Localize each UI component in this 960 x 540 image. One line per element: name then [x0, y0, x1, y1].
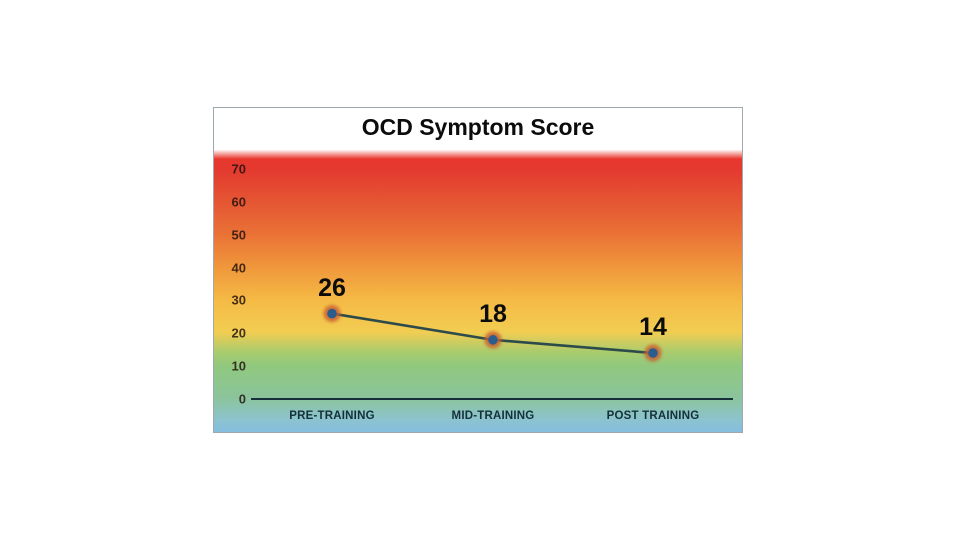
line-chart-svg — [251, 305, 733, 400]
y-tick-label: 60 — [231, 194, 246, 210]
chart-title-band: OCD Symptom Score — [214, 108, 742, 146]
y-tick-label: 50 — [231, 227, 246, 243]
data-point-marker — [648, 348, 658, 358]
y-tick-label: 70 — [231, 161, 246, 177]
plot-area: 70 60 50 40 30 20 10 0 26 18 14 PRE-TRAINING MID-T… — [214, 146, 742, 432]
chart-card: OCD Symptom Score 70 60 50 40 30 20 10 0 26 18 14… — [213, 107, 743, 433]
chart-title: OCD Symptom Score — [361, 113, 595, 140]
y-tick-label: 40 — [231, 260, 246, 276]
y-tick-label: 10 — [231, 358, 246, 374]
data-point-label: 18 — [479, 299, 507, 328]
y-tick-label: 0 — [238, 391, 246, 407]
y-tick-label: 30 — [231, 292, 246, 308]
data-point-label: 14 — [639, 313, 667, 341]
x-category-label: PRE-TRAINING — [289, 410, 375, 422]
data-point-label: 26 — [318, 273, 346, 302]
y-tick-label: 20 — [231, 325, 246, 341]
data-point-marker — [488, 335, 498, 345]
x-category-label: MID-TRAINING — [451, 410, 535, 422]
x-category-label: POST TRAINING — [606, 410, 700, 422]
data-point-marker — [327, 308, 337, 319]
